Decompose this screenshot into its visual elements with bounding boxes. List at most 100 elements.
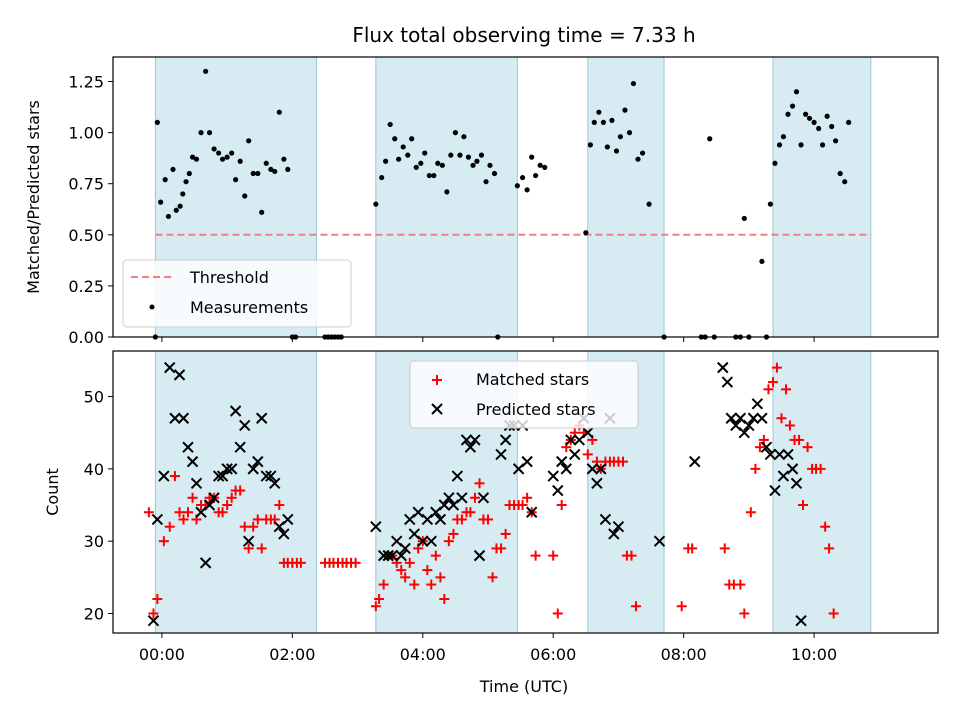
predicted-star-point	[229, 405, 242, 417]
x-tick-label: 02:00	[269, 645, 315, 664]
predicted-star-point	[569, 448, 581, 461]
matched-star-point	[226, 492, 237, 503]
bottom-legend-box	[409, 360, 639, 429]
measurement-point	[819, 142, 826, 148]
measurement-point	[776, 142, 783, 148]
predicted-star-point	[521, 455, 533, 468]
measurement-point	[622, 107, 628, 113]
measurement-point	[229, 150, 235, 156]
measurement-point	[785, 111, 791, 117]
measurement-point	[741, 215, 747, 222]
y-tick-label: 40	[84, 460, 104, 479]
measurement-point	[413, 164, 419, 170]
legend-matched-label: Matched stars	[476, 370, 589, 389]
matched-star-point	[794, 434, 805, 445]
legend-predicted-label: Predicted stars	[476, 400, 596, 419]
measurement-point	[426, 172, 432, 179]
matched-star-point	[152, 594, 163, 605]
matched-star-point	[448, 528, 459, 539]
predicted-star-point	[395, 549, 407, 562]
predicted-star-point	[370, 521, 382, 533]
measurement-point	[452, 130, 458, 136]
predicted-star-point	[377, 549, 390, 562]
predicted-star-point	[208, 492, 220, 504]
y-tick-label: 1.00	[68, 124, 104, 143]
measurement-point	[189, 154, 196, 160]
matched-star-point	[522, 492, 533, 503]
measurement-point	[224, 154, 230, 160]
bottom-legend: Matched stars Predicted stars	[409, 360, 639, 429]
matched-star-point	[404, 557, 415, 568]
measurement-point	[767, 201, 773, 207]
predicted-star-point	[399, 542, 411, 555]
predicted-star-point	[438, 499, 451, 511]
measurement-point	[219, 156, 226, 162]
matched-star-point	[739, 608, 750, 619]
predicted-star-point	[203, 499, 216, 511]
predicted-star-point	[199, 557, 212, 569]
predicted-star-point	[147, 615, 160, 627]
predicted-star-point	[234, 441, 246, 453]
bottom-y-axis-label: Count	[43, 468, 62, 516]
measurement-point	[177, 203, 183, 209]
predicted-star-point	[451, 470, 464, 482]
y-tick-label: 0.50	[68, 226, 104, 245]
matched-star-point	[469, 492, 480, 503]
measurement-point	[250, 170, 256, 177]
measurement-point	[772, 160, 778, 166]
matched-legend-swatch	[432, 375, 442, 385]
matched-star-point	[676, 601, 687, 612]
matched-star-point	[222, 500, 233, 511]
matched-star-point	[350, 557, 361, 568]
matched-star-point	[248, 521, 259, 532]
predicted-star-point	[169, 412, 181, 424]
measurement-point	[263, 160, 269, 166]
matched-star-point	[169, 471, 180, 482]
measurement-point	[707, 136, 713, 142]
measurement-point	[824, 113, 830, 119]
predicted-star-point	[221, 463, 233, 475]
measurement-point	[272, 168, 278, 175]
matched-star-point	[754, 442, 765, 453]
predicted-star-point	[443, 492, 455, 504]
predicted-star-point	[469, 434, 481, 446]
predicted-star-point	[795, 615, 807, 627]
measurement-point	[203, 68, 209, 74]
matched-star-point	[815, 463, 826, 474]
matched-star-point	[750, 463, 761, 474]
measurement-point	[444, 189, 450, 195]
predicted-star-point	[525, 506, 538, 518]
measurement-point	[529, 154, 535, 160]
predicted-star-point	[717, 361, 729, 374]
measurement-point	[211, 146, 217, 152]
matched-star-point	[500, 528, 511, 539]
y-tick-label: 0.75	[68, 175, 104, 194]
predicted-star-point	[725, 412, 737, 424]
measurement-point	[465, 154, 472, 160]
measurement-point	[379, 174, 385, 181]
predicted-star-point	[282, 513, 294, 526]
top-axes-frame	[112, 56, 939, 338]
predicted-star-point	[586, 463, 599, 475]
measurement-point	[233, 177, 239, 183]
measurement-point	[259, 209, 265, 215]
predicted-star-point	[751, 398, 764, 410]
matched-star-point	[374, 594, 385, 605]
matched-star-point	[771, 362, 782, 373]
measurement-point	[242, 193, 248, 199]
predicted-star-point	[786, 463, 799, 475]
measurement-point	[524, 187, 530, 193]
measurement-point	[246, 138, 252, 144]
matched-star-point	[164, 521, 175, 532]
y-tick-label: 1.25	[68, 73, 104, 92]
measurement-point	[613, 148, 620, 154]
predicted-star-point	[565, 434, 577, 446]
measurement-point	[373, 201, 379, 207]
predicted-star-point	[790, 477, 803, 490]
measurement-point	[206, 130, 213, 136]
legend-measurements-label: Measurements	[190, 298, 308, 317]
predicted-star-point	[653, 535, 666, 547]
measurement-point	[396, 156, 402, 162]
